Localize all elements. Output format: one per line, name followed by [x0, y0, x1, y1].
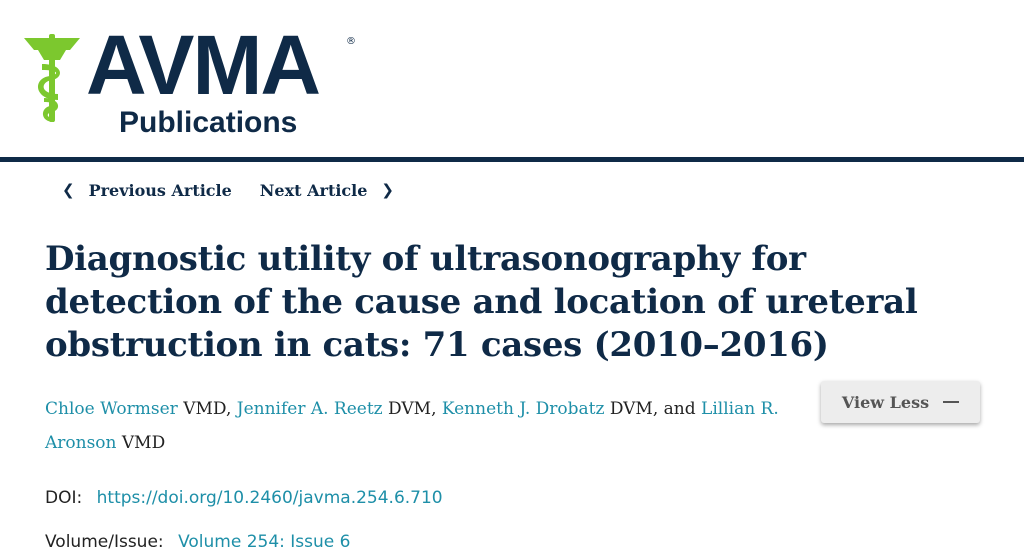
svg-text:®: ®: [346, 36, 356, 47]
author-link[interactable]: Jennifer A. Reetz: [236, 399, 383, 419]
author-degree: DVM: [388, 399, 432, 419]
next-article-link[interactable]: Next Article ❯: [260, 181, 394, 200]
doi-label: DOI:: [45, 488, 83, 508]
view-less-button[interactable]: View Less: [821, 381, 980, 423]
caduceus-logo-icon: AVMA ® Publications: [24, 30, 356, 139]
volume-issue-link[interactable]: Volume 254: Issue 6: [178, 532, 351, 552]
author-degree: VMD: [183, 399, 226, 419]
author-degree: VMD: [121, 433, 166, 453]
doi-link[interactable]: https://doi.org/10.2460/javma.254.6.710: [96, 488, 443, 508]
author-link[interactable]: Chloe Wormser: [45, 399, 178, 419]
volume-issue-label: Volume/Issue:: [45, 532, 164, 552]
publications-text: Publications: [119, 106, 297, 139]
previous-article-label: Previous Article: [88, 180, 232, 200]
chevron-left-icon: ❮: [62, 181, 75, 199]
doi-row: DOI: https://doi.org/10.2460/javma.254.6…: [45, 488, 443, 508]
next-article-label: Next Article: [259, 180, 368, 200]
previous-article-link[interactable]: ❮ Previous Article: [62, 181, 232, 200]
site-header: AVMA ® Publications: [0, 0, 1024, 158]
and-text: and: [663, 399, 696, 419]
header-divider: [0, 157, 1024, 162]
avma-publications-logo[interactable]: AVMA ® Publications: [20, 30, 360, 140]
volume-issue-row: Volume/Issue: Volume 254: Issue 6: [45, 532, 350, 552]
chevron-right-icon: ❯: [381, 181, 394, 199]
minus-icon: [943, 401, 960, 403]
author-link[interactable]: Lillian R. Aronson: [45, 399, 779, 453]
article-navigation: ❮ Previous Article Next Article ❯: [62, 178, 394, 202]
author-degree: DVM: [609, 399, 653, 419]
brand-text: AVMA: [86, 30, 319, 112]
article-title: Diagnostic utility of ultrasonography fo…: [45, 239, 918, 365]
author-link[interactable]: Kenneth J. Drobatz: [441, 399, 605, 419]
author-list: Chloe Wormser VMD, Jennifer A. Reetz DVM…: [45, 399, 779, 453]
view-less-label: View Less: [841, 392, 930, 412]
